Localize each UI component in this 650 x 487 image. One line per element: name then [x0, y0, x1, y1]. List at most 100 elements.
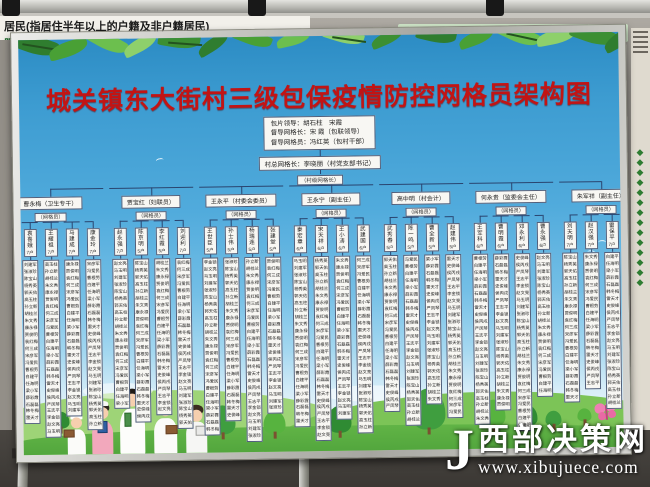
household-name: 白建平: [565, 352, 579, 358]
group-columns: 王军科 6户 曹根劳 白建平 任海明 梁小军 薛彩霞 石磊磊 韩冬梅 雷天才 史俊峰 侯丙戌 严凤琴 王志…: [469, 215, 556, 432]
household-list-box: 赵文亮 马玉明 刘建军 张淑珍 陈宝山 杨秀英 郭天佑 高玉柱 孙立新 胡桂兰 朱文秀 康永禄 贾俊明袁…: [535, 253, 554, 397]
household-name: 史俊峰: [46, 387, 60, 393]
household-name: 郭天佑: [447, 339, 461, 346]
background-poster-side: ◆◆◆◆◆◆◆◆◆◆◆◆◆◆: [631, 28, 650, 430]
household-count: 5户: [386, 245, 394, 251]
household-name: 严凤琴: [268, 363, 282, 369]
household-count: 7户: [26, 250, 34, 256]
household-name: 曹根劳: [25, 366, 39, 372]
household-name: 孙立新: [89, 421, 102, 427]
household-name: 胡桂兰: [406, 417, 420, 423]
grid-worker-name-box: 邓永利 6户: [515, 222, 529, 251]
household-name: 贾俊明: [517, 373, 531, 379]
household-list-box: 赵文亮 马玉明 刘建军 张淑珍 陈宝山 杨秀英 郭天佑 高玉柱 孙立新 胡桂兰 朱文秀 康永禄 贾俊明袁…: [112, 259, 131, 410]
household-name: 梁小军: [115, 400, 129, 406]
group-leader-box: 朱军祥（副主任）: [571, 188, 624, 203]
household-list-box: 康永禄 贾俊明 袁红梅 何三成 宋彦军 冯爱民 曹根劳 白建平 任海明 梁小军 薛彩霞 石磊磊 韩冬梅雷…: [64, 259, 83, 417]
household-name: 王志平: [337, 383, 351, 389]
household-name: 侯丙戌: [268, 356, 282, 362]
leaf-icon: [230, 31, 274, 52]
household-name: 白建平: [316, 348, 329, 354]
household-name: 李金锁: [268, 377, 282, 383]
grid-worker-name-box: 王小涛 6户: [335, 224, 349, 254]
grid-worker-column: 赵建伟 5户 雷天才 史俊峰 侯丙戌 严凤琴 王志平 李金锁 赵文亮 马玉明 刘建军 张淑珍 陈宝山 杨秀…: [445, 216, 464, 419]
grid-worker-name-box: 赵永强 7户: [113, 227, 127, 257]
household-count: 5户: [428, 244, 436, 250]
household-list-box: 梁小军 薛彩霞 石磊磊 韩冬梅 雷天才 史俊峰 侯丙戌 严凤琴 王志平 李金锁 赵文亮 马玉明 刘建军张…: [424, 254, 443, 406]
grid-worker-name-box: 曹全新 5户: [425, 223, 439, 252]
leaders-box-line: 督导网格员：冯红英（包村干部）: [270, 138, 369, 147]
grid-worker-column: 雷保平 7户 白建平 任海明 梁小军 薛彩霞 石磊磊 韩冬梅 雷天才 史俊峰 侯丙戌 严凤琴 王志平 李金…: [604, 214, 623, 410]
household-name: 梁小军: [295, 390, 309, 396]
grid-member-label: （网格员）: [225, 210, 258, 220]
household-name: 史俊峰: [247, 377, 261, 383]
household-name: 白建平: [205, 392, 219, 398]
household-name: 薛彩霞: [156, 344, 170, 350]
household-name: 刘建军: [475, 360, 489, 366]
household-name: 史俊峰: [337, 362, 351, 368]
household-count: 5户: [248, 247, 256, 253]
household-name: 杨秀英: [406, 389, 420, 395]
household-name: 杨秀英: [496, 353, 510, 359]
household-name: 梁小军: [565, 366, 579, 372]
household-list-box: 冯爱民 曹根劳 白建平 任海明 梁小军 薛彩霞 石磊磊 韩冬梅 雷天才 史俊峰 侯丙戌 严凤琴 王志平李…: [403, 255, 422, 427]
household-name: 严凤琴: [67, 373, 81, 379]
tiny-text-line: [633, 41, 648, 43]
household-name: 赵文亮: [178, 378, 192, 384]
household-list-box: 史俊峰 侯丙戌 严凤琴 王志平 李金锁 赵文亮 马玉明 刘建军 张淑珍 陈宝山 杨秀英 郭天佑 高玉柱孙…: [514, 253, 533, 432]
household-name: 赵文亮: [358, 369, 372, 375]
group-columns: 王世臣 5户 李金锁 赵文亮 马玉明 刘建军 张淑珍 陈宝山 杨秀英 郭天佑 高玉柱 孙立新 胡桂兰 朱文…: [199, 219, 286, 443]
grid-worker-column: 刘迎利 7户 袁红梅 何三成 宋彦军 冯爱民 曹根劳 白建平 任海明 梁小军 薛彩霞 石磊磊 韩冬梅 雷天…: [175, 220, 194, 430]
leaf-icon: [415, 31, 458, 47]
household-name: 袁红梅: [448, 388, 462, 394]
household-name: 薛彩霞: [385, 361, 399, 367]
household-count: 7户: [179, 248, 187, 254]
household-name: 朱文秀: [517, 359, 531, 366]
household-name: 梁小军: [246, 342, 260, 348]
level-label: （村级网格长）: [296, 174, 344, 186]
household-name: 曹根劳: [295, 369, 309, 376]
household-name: 张淑珍: [88, 386, 102, 392]
household-name: 雷天才: [67, 352, 81, 358]
group-leader-box: 贾宝红（妇联员）: [121, 195, 180, 210]
group-leader-box: 高中明（村会计）: [391, 191, 450, 206]
household-name: 雷天才: [46, 380, 60, 386]
connector-line: [319, 170, 321, 175]
household-name: 任海明: [136, 365, 150, 371]
household-name: 张淑珍: [495, 339, 509, 345]
household-name: 杨秀英: [475, 381, 489, 387]
household-name: 雷天才: [25, 415, 39, 421]
household-name: 石磊磊: [247, 356, 261, 362]
household-name: 高玉柱: [427, 375, 441, 381]
household-count: 7户: [608, 242, 616, 248]
grid-worker-column: 孙士伟 5户 张淑珍 陈宝山 杨秀英 郭天佑 高玉柱 孙立新 胡桂兰 朱文秀 康永禄 贾俊明 袁红梅 何三…: [223, 219, 242, 422]
household-count: 5户: [158, 248, 166, 254]
household-name: 孙立新: [516, 345, 530, 352]
household-name: 朱文秀: [427, 395, 441, 402]
household-name: 赵文亮: [606, 337, 620, 343]
household-name: 任海明: [565, 359, 579, 365]
household-name: 薛彩霞: [226, 384, 240, 390]
household-name: 石磊磊: [385, 368, 399, 374]
household-name: 李金锁: [474, 339, 488, 345]
household-name: 侯丙戌: [67, 366, 81, 372]
household-name: 雷天才: [295, 418, 309, 424]
grid-worker-name-box: 李红霞 5户: [155, 227, 169, 256]
household-name: 何三成: [517, 387, 531, 393]
household-name: 石磊磊: [585, 338, 599, 344]
household-name: 陈宝山: [496, 346, 509, 352]
grid-worker-column: 王小涛 6户 朱文秀 康永禄 贾俊明 袁红梅 何三成 宋彦军 冯爱民 曹根劳 白建平 任海明 梁小军 薛彩…: [334, 218, 353, 421]
household-name: 宋彦军: [538, 359, 552, 365]
watermark-site-name: 西部决策网: [478, 422, 648, 457]
household-name: 韩冬梅: [585, 344, 599, 351]
household-name: 韩冬梅: [565, 386, 579, 393]
household-name: 贾俊明: [205, 350, 218, 356]
household-count: 6户: [338, 246, 346, 252]
household-name: 石磊磊: [316, 376, 330, 382]
household-name: 赵文亮: [268, 384, 282, 390]
household-name: 王志平: [405, 340, 419, 346]
household-name: 李金锁: [67, 386, 81, 393]
household-name: 马玉明: [268, 391, 282, 397]
household-name: 白建平: [226, 363, 240, 370]
